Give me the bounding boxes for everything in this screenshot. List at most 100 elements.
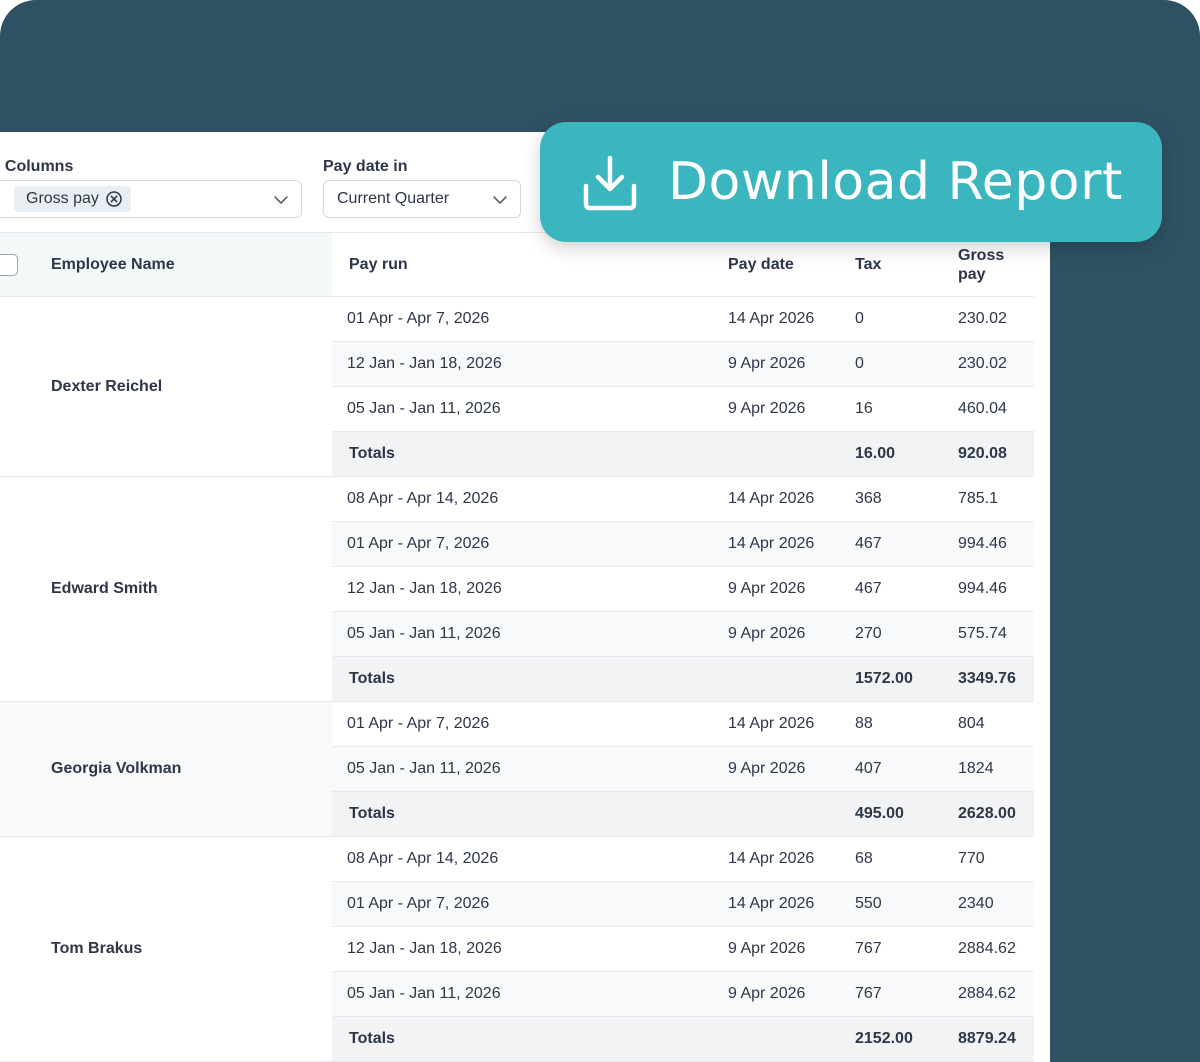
tax-cell: 467 <box>855 521 958 567</box>
tax-header[interactable]: Tax <box>855 232 958 297</box>
pay-run-cell: 01 Apr - Apr 7, 2026 <box>332 521 728 567</box>
tax-cell: 407 <box>855 746 958 792</box>
tax-cell: 467 <box>855 566 958 612</box>
employee-name-header[interactable]: Employee Name <box>0 232 332 297</box>
tax-cell: 0 <box>855 296 958 342</box>
gross-pay-header[interactable]: Gross pay <box>958 232 1034 297</box>
table-row: 01 Apr - Apr 7, 2026 14 Apr 2026 550 2340 <box>0 881 1034 927</box>
totals-empty-cell <box>728 1016 855 1062</box>
tax-cell: 88 <box>855 701 958 747</box>
columns-select[interactable]: Gross pay <box>0 180 302 218</box>
table-row: Dexter Reichel 01 Apr - Apr 7, 2026 14 Apr… <box>0 296 1034 477</box>
download-report-button[interactable]: Download Report <box>540 122 1162 242</box>
gross-pay-cell: 575.74 <box>958 611 1034 657</box>
pay-run-cell: 12 Jan - Jan 18, 2026 <box>332 926 728 972</box>
pay-date-cell: 14 Apr 2026 <box>728 836 855 882</box>
table-row: Georgia Volkman 01 Apr - Apr 7, 2026 14 Ap… <box>0 701 1034 837</box>
totals-gross-pay-cell: 3349.76 <box>958 656 1034 702</box>
table-row: 01 Apr - Apr 7, 2026 14 Apr 2026 467 994.46 <box>0 521 1034 567</box>
totals-row: Totals 495.00 2628.00 <box>0 791 1034 837</box>
pay-run-cell: 08 Apr - Apr 14, 2026 <box>332 476 728 522</box>
gross-pay-cell: 785.1 <box>958 476 1034 522</box>
pay-date-cell: 9 Apr 2026 <box>728 386 855 432</box>
gross-pay-cell: 230.02 <box>958 341 1034 387</box>
remove-chip-icon[interactable] <box>105 190 123 208</box>
table-row: 12 Jan - Jan 18, 2026 9 Apr 2026 767 2884.6… <box>0 926 1034 972</box>
download-icon <box>583 155 637 211</box>
pay-date-cell: 9 Apr 2026 <box>728 971 855 1017</box>
pay-date-header[interactable]: Pay date <box>728 232 855 297</box>
pay-run-cell: 01 Apr - Apr 7, 2026 <box>332 296 728 342</box>
pay-date-cell: 14 Apr 2026 <box>728 296 855 342</box>
totals-label-cell: Totals <box>332 656 728 702</box>
totals-tax-cell: 1572.00 <box>855 656 958 702</box>
employee-name-cell: Georgia Volkman <box>0 701 332 837</box>
totals-gross-pay-cell: 920.08 <box>958 431 1034 477</box>
totals-empty-cell <box>728 656 855 702</box>
totals-tax-cell: 495.00 <box>855 791 958 837</box>
gross-pay-cell: 460.04 <box>958 386 1034 432</box>
download-report-label: Download Report <box>668 152 1123 212</box>
tax-cell: 767 <box>855 971 958 1017</box>
employee-name-cell: Tom Brakus <box>0 836 332 1062</box>
table-row: 05 Jan - Jan 11, 2026 9 Apr 2026 767 2884.6… <box>0 971 1034 1017</box>
payroll-table: Employee Name Pay run Pay date Tax Gross… <box>0 232 1034 1062</box>
pay-date-cell: 14 Apr 2026 <box>728 476 855 522</box>
pay-run-cell: 08 Apr - Apr 14, 2026 <box>332 836 728 882</box>
chevron-down-icon[interactable] <box>273 192 289 208</box>
gross-pay-cell: 2884.62 <box>958 926 1034 972</box>
pay-run-cell: 01 Apr - Apr 7, 2026 <box>332 881 728 927</box>
gross-pay-cell: 804 <box>958 701 1034 747</box>
employee-name-header-label: Employee Name <box>51 255 175 273</box>
column-chip-gross-pay: Gross pay <box>14 186 131 212</box>
table-row: 05 Jan - Jan 11, 2026 9 Apr 2026 407 1824 <box>0 746 1034 792</box>
pay-date-cell: 9 Apr 2026 <box>728 611 855 657</box>
pay-run-cell: 05 Jan - Jan 11, 2026 <box>332 746 728 792</box>
tax-cell: 550 <box>855 881 958 927</box>
employee-name-cell: Edward Smith <box>0 476 332 702</box>
totals-label-cell: Totals <box>332 791 728 837</box>
pay-run-cell: 05 Jan - Jan 11, 2026 <box>332 971 728 1017</box>
gross-pay-cell: 994.46 <box>958 521 1034 567</box>
totals-gross-pay-cell: 8879.24 <box>958 1016 1034 1062</box>
pay-date-select[interactable]: Current Quarter <box>323 180 521 218</box>
tax-cell: 0 <box>855 341 958 387</box>
totals-gross-pay-cell: 2628.00 <box>958 791 1034 837</box>
totals-tax-cell: 16.00 <box>855 431 958 477</box>
pay-date-cell: 9 Apr 2026 <box>728 926 855 972</box>
tax-cell: 68 <box>855 836 958 882</box>
gross-pay-cell: 770 <box>958 836 1034 882</box>
gross-pay-cell: 994.46 <box>958 566 1034 612</box>
table-row: Tom Brakus 08 Apr - Apr 14, 2026 14 Apr 20… <box>0 836 1034 1062</box>
filter-bar: l Columns Gross pay Pay date in Current … <box>0 132 1050 232</box>
chevron-down-icon <box>493 196 507 204</box>
gross-pay-cell: 1824 <box>958 746 1034 792</box>
table-row: 05 Jan - Jan 11, 2026 9 Apr 2026 270 575.74 <box>0 611 1034 657</box>
totals-row: Totals 1572.00 3349.76 <box>0 656 1034 702</box>
pay-date-cell: 14 Apr 2026 <box>728 521 855 567</box>
table-header-row: Employee Name Pay run Pay date Tax Gross… <box>0 232 1034 297</box>
table-row: 12 Jan - Jan 18, 2026 9 Apr 2026 0 230.02 <box>0 341 1034 387</box>
pay-run-cell: 12 Jan - Jan 18, 2026 <box>332 341 728 387</box>
pay-date-cell: 9 Apr 2026 <box>728 341 855 387</box>
tax-cell: 16 <box>855 386 958 432</box>
totals-tax-cell: 2152.00 <box>855 1016 958 1062</box>
pay-date-cell: 14 Apr 2026 <box>728 701 855 747</box>
pay-run-cell: 01 Apr - Apr 7, 2026 <box>332 701 728 747</box>
totals-label-cell: Totals <box>332 431 728 477</box>
totals-row: Totals 16.00 920.08 <box>0 431 1034 477</box>
column-chip-label: Gross pay <box>26 190 99 207</box>
gross-pay-cell: 2340 <box>958 881 1034 927</box>
pay-run-header[interactable]: Pay run <box>332 232 728 297</box>
columns-filter-label: l Columns <box>0 158 74 175</box>
gross-pay-cell: 230.02 <box>958 296 1034 342</box>
pay-date-select-value: Current Quarter <box>337 190 450 207</box>
pay-date-cell: 9 Apr 2026 <box>728 746 855 792</box>
tax-cell: 767 <box>855 926 958 972</box>
pay-run-cell: 05 Jan - Jan 11, 2026 <box>332 386 728 432</box>
pay-date-cell: 9 Apr 2026 <box>728 566 855 612</box>
gross-pay-cell: 2884.62 <box>958 971 1034 1017</box>
tax-cell: 368 <box>855 476 958 522</box>
select-all-checkbox[interactable] <box>0 254 18 276</box>
pay-run-cell: 05 Jan - Jan 11, 2026 <box>332 611 728 657</box>
